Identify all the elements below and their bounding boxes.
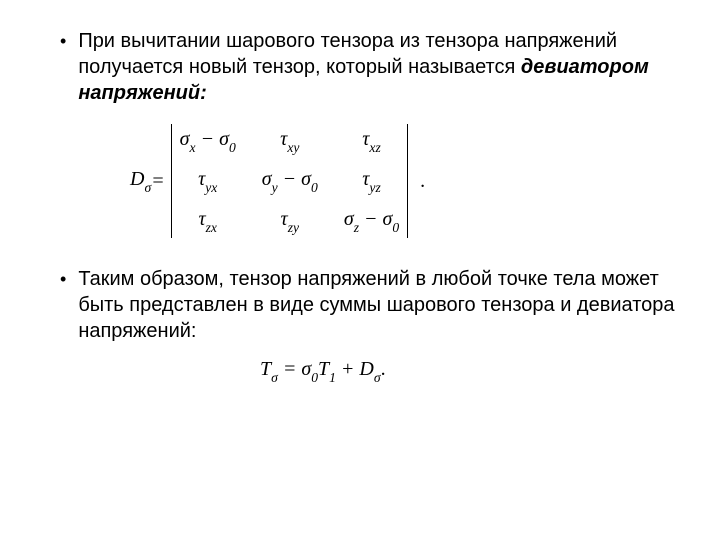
formula-equals: = bbox=[151, 170, 165, 193]
formula-deviator: Dσ = σx − σ0 τxy τxz τyx σy − σ0 τyz τzx… bbox=[130, 124, 680, 238]
formula-sum: Tσ = σ0T1 + Dσ. bbox=[260, 358, 680, 384]
cell-21: τyx bbox=[180, 168, 236, 194]
cell-33: σz − σ0 bbox=[344, 208, 399, 234]
bullet-marker: • bbox=[60, 28, 66, 54]
formula-lhs-symbol: D bbox=[130, 168, 144, 190]
formula-sum-expr: Tσ = σ0T1 + Dσ. bbox=[260, 358, 386, 380]
formula-lhs: Dσ bbox=[130, 168, 151, 194]
cell-13: τxz bbox=[344, 128, 399, 154]
cell-31: τzx bbox=[180, 208, 236, 234]
cell-32: τzy bbox=[262, 208, 318, 234]
bullet-1: • При вычитании шарового тензора из тенз… bbox=[60, 28, 680, 106]
formula-lhs-sub: σ bbox=[144, 180, 151, 195]
bullet-2: • Таким образом, тензор напряжений в люб… bbox=[60, 266, 680, 344]
cell-12: τxy bbox=[262, 128, 318, 154]
formula-period: . bbox=[420, 170, 425, 193]
cell-23: τyz bbox=[344, 168, 399, 194]
bullet-marker: • bbox=[60, 266, 66, 292]
det-bar-right bbox=[407, 124, 408, 238]
det-grid: σx − σ0 τxy τxz τyx σy − σ0 τyz τzx τzy … bbox=[178, 124, 401, 238]
bullet-1-text: При вычитании шарового тензора из тензор… bbox=[78, 28, 680, 106]
cell-11: σx − σ0 bbox=[180, 128, 236, 154]
cell-22: σy − σ0 bbox=[262, 168, 318, 194]
determinant: σx − σ0 τxy τxz τyx σy − σ0 τyz τzx τzy … bbox=[165, 124, 414, 238]
det-bar-left bbox=[171, 124, 172, 238]
bullet-2-text: Таким образом, тензор напряжений в любой… bbox=[78, 266, 680, 344]
